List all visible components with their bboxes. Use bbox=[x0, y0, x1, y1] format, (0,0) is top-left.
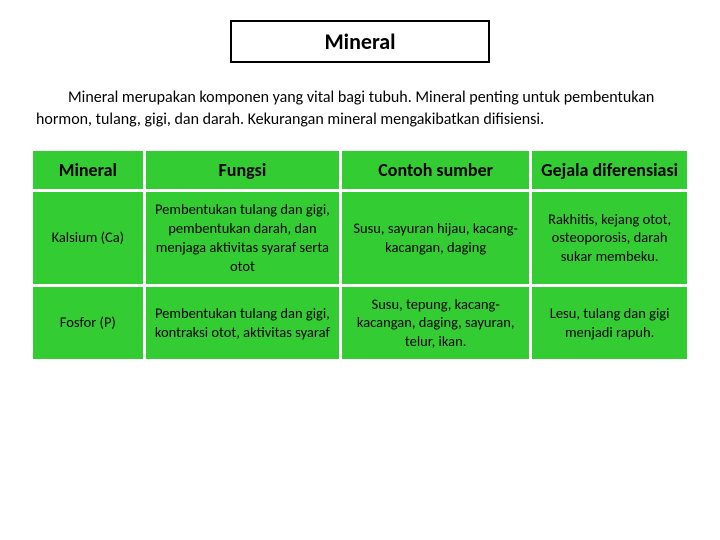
table-header-row: Mineral Fungsi Contoh sumber Gejala dife… bbox=[33, 151, 687, 189]
header-contoh: Contoh sumber bbox=[342, 151, 529, 189]
cell-fungsi: Pembentukan tulang dan gigi, pembentukan… bbox=[146, 192, 340, 283]
cell-contoh: Susu, sayuran hijau, kacang-kacangan, da… bbox=[342, 192, 529, 283]
mineral-table: Mineral Fungsi Contoh sumber Gejala dife… bbox=[30, 148, 690, 362]
table-row: Kalsium (Ca) Pembentukan tulang dan gigi… bbox=[33, 192, 687, 283]
title-box: Mineral bbox=[230, 20, 490, 63]
header-fungsi: Fungsi bbox=[146, 151, 340, 189]
intro-text: Mineral merupakan komponen yang vital ba… bbox=[36, 88, 654, 129]
table-row: Fosfor (P) Pembentukan tulang dan gigi, … bbox=[33, 287, 687, 360]
header-mineral: Mineral bbox=[33, 151, 143, 189]
cell-mineral: Kalsium (Ca) bbox=[33, 192, 143, 283]
cell-gejala: Lesu, tulang dan gigi menjadi rapuh. bbox=[532, 287, 687, 360]
cell-contoh: Susu, tepung, kacang-kacangan, daging, s… bbox=[342, 287, 529, 360]
cell-gejala: Rakhitis, kejang otot, osteoporosis, dar… bbox=[532, 192, 687, 283]
page-title: Mineral bbox=[324, 28, 395, 55]
cell-mineral: Fosfor (P) bbox=[33, 287, 143, 360]
intro-paragraph: Mineral merupakan komponen yang vital ba… bbox=[36, 87, 684, 130]
cell-fungsi: Pembentukan tulang dan gigi, kontraksi o… bbox=[146, 287, 340, 360]
header-gejala: Gejala diferensiasi bbox=[532, 151, 687, 189]
